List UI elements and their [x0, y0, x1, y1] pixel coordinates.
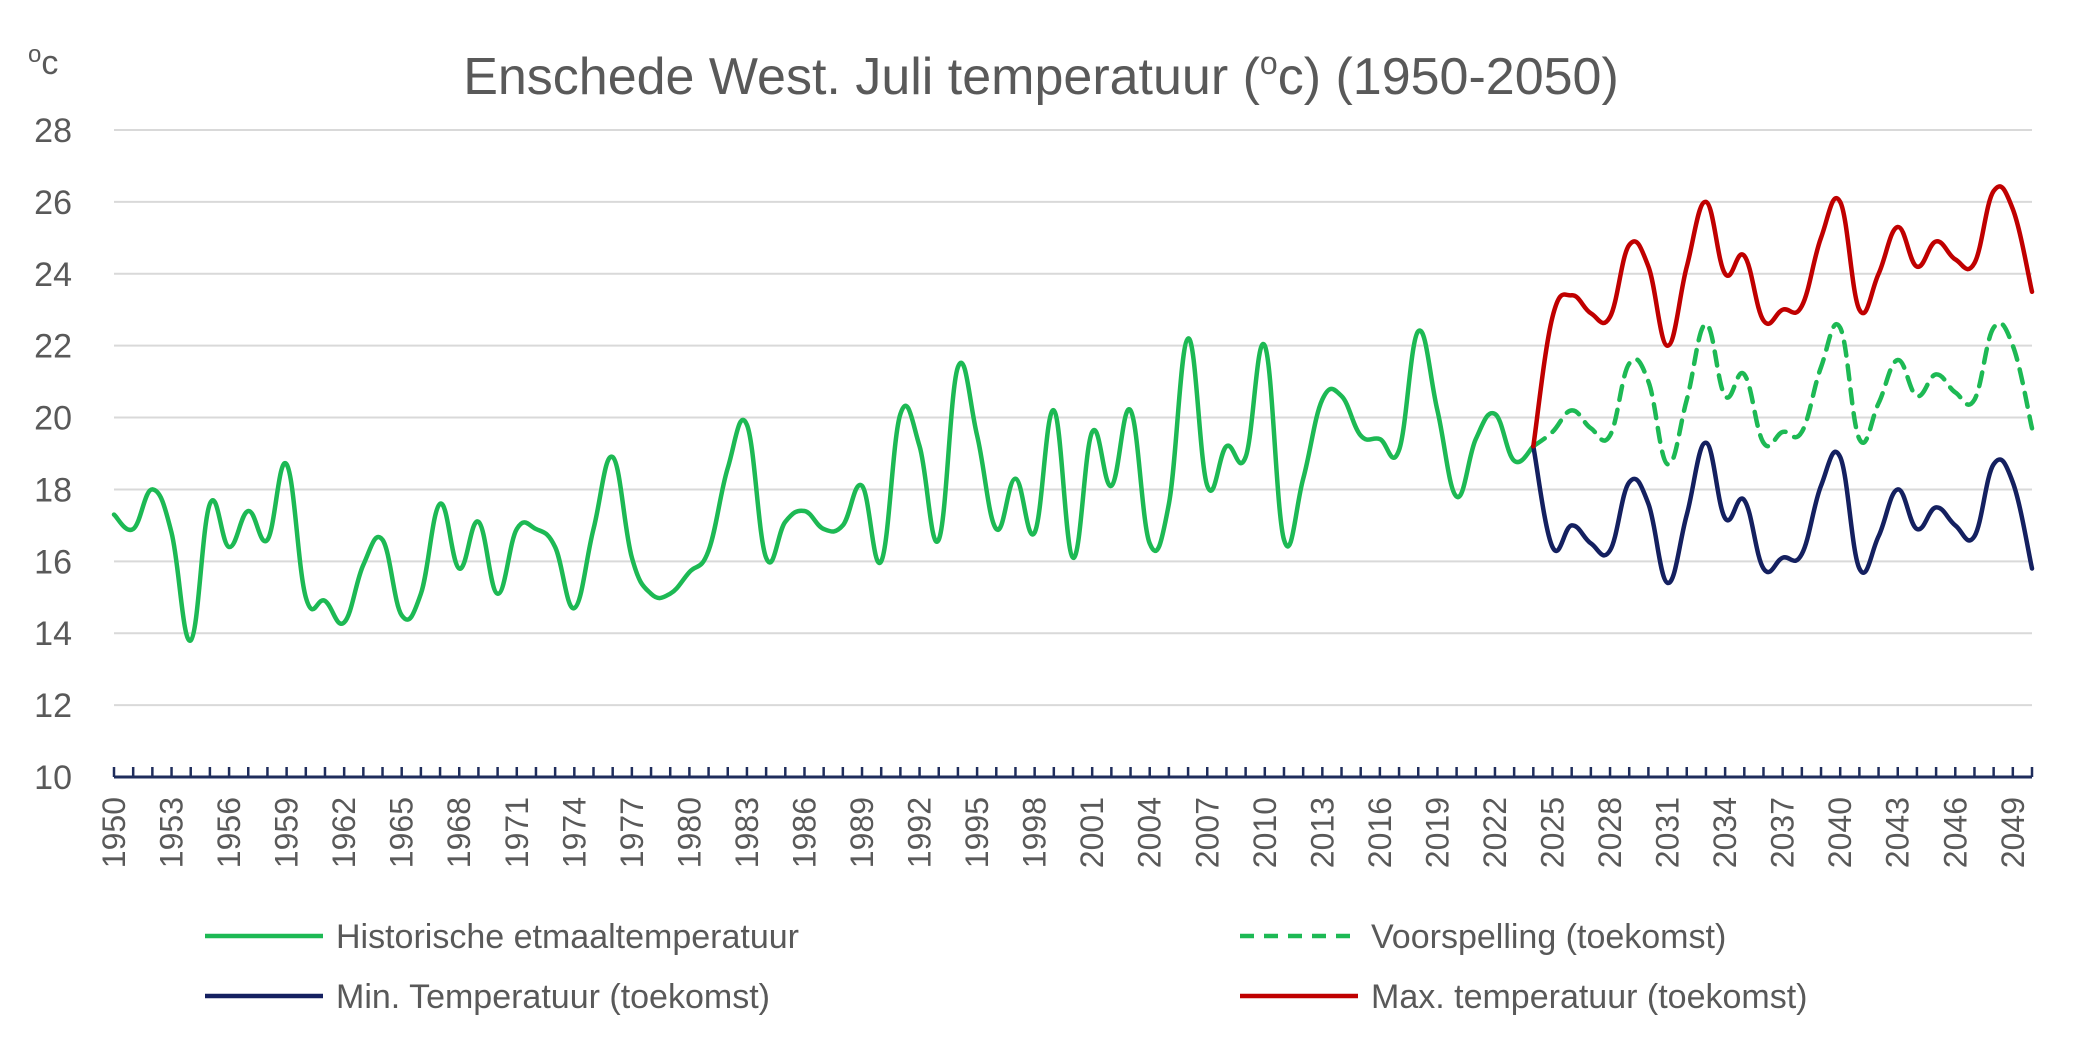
x-tick-label: 1983 [729, 797, 765, 868]
x-tick-label: 1995 [959, 797, 995, 868]
x-tick-label: 2001 [1074, 797, 1110, 868]
chart-title-superscript: o [1260, 45, 1278, 81]
x-tick-label: 1971 [499, 797, 535, 868]
y-axis-unit: oc [28, 41, 58, 82]
y-tick-label: 12 [34, 687, 72, 725]
legend: Historische etmaaltemperatuur Voorspellin… [205, 918, 1807, 1016]
series-line-3 [1531, 440, 2035, 586]
y-axis-unit-superscript: o [28, 41, 41, 68]
series-line-4 [1531, 184, 2035, 449]
x-tick-label: 2028 [1592, 797, 1628, 868]
chart-title: Enschede West. Juli temperatuur (oc) (19… [463, 45, 1619, 106]
x-tick-label: 2010 [1247, 797, 1283, 868]
y-tick-label: 20 [34, 400, 72, 438]
x-tick-label: 1977 [614, 797, 650, 868]
x-tick-label: 1998 [1017, 797, 1053, 868]
legend-label-3: Min. Temperatuur (toekomst) [336, 978, 770, 1016]
y-tick-label: 28 [34, 112, 72, 150]
x-tick-label: 1950 [96, 797, 132, 868]
chart-title-main: Enschede West. Juli temperatuur ( [463, 48, 1260, 106]
chart-title-end: c) (1950-2050) [1278, 48, 1619, 106]
series-line-2 [1531, 320, 2035, 467]
series-line-1 [111, 328, 1536, 643]
series-lines [111, 184, 2035, 643]
x-tick-label: 2046 [1937, 797, 1973, 868]
x-tick-label: 2031 [1650, 797, 1686, 868]
legend-label-1: Historische etmaaltemperatuur [336, 918, 799, 956]
x-tick-label: 2016 [1362, 797, 1398, 868]
y-tick-label: 18 [34, 471, 72, 509]
x-tick-label: 1959 [269, 797, 305, 868]
x-tick-label: 1956 [211, 797, 247, 868]
y-tick-label: 16 [34, 543, 72, 581]
x-tick-label: 1992 [902, 797, 938, 868]
y-tick-label: 14 [34, 615, 72, 653]
y-tick-label: 26 [34, 184, 72, 222]
x-tick-label: 1980 [671, 797, 707, 868]
x-tick-label: 1974 [556, 797, 592, 868]
x-tick-label: 2034 [1707, 797, 1743, 868]
x-tick-label: 1968 [441, 797, 477, 868]
x-tick-label: 2040 [1822, 797, 1858, 868]
y-tick-label: 22 [34, 328, 72, 366]
x-tick-label: 2022 [1477, 797, 1513, 868]
x-tick-label: 1986 [786, 797, 822, 868]
x-tick-label: 1953 [154, 797, 190, 868]
y-axis-labels: 10 12 14 16 18 20 22 24 26 28 [34, 112, 72, 797]
x-tick-label: 2025 [1535, 797, 1571, 868]
x-tick-label: 2004 [1132, 797, 1168, 868]
legend-label-4: Max. temperatuur (toekomst) [1371, 978, 1807, 1016]
y-axis-unit-main: c [41, 44, 58, 82]
y-tick-label: 24 [34, 256, 72, 294]
x-axis [112, 767, 2034, 779]
x-tick-label: 1965 [384, 797, 420, 868]
x-tick-label: 1962 [326, 797, 362, 868]
x-tick-label: 2007 [1189, 797, 1225, 868]
legend-label-2: Voorspelling (toekomst) [1371, 918, 1726, 956]
x-tick-label: 2019 [1419, 797, 1455, 868]
x-tick-label: 2037 [1765, 797, 1801, 868]
y-tick-label: 10 [34, 759, 72, 797]
x-tick-label: 2049 [1995, 797, 2031, 868]
x-tick-label: 1989 [844, 797, 880, 868]
gridlines [114, 129, 2032, 707]
x-tick-label: 2013 [1304, 797, 1340, 868]
x-axis-labels: 1950 1953 1956 1959 1962 1965 1968 1971 1974 1977… [96, 797, 2031, 868]
x-tick-label: 2043 [1880, 797, 1916, 868]
